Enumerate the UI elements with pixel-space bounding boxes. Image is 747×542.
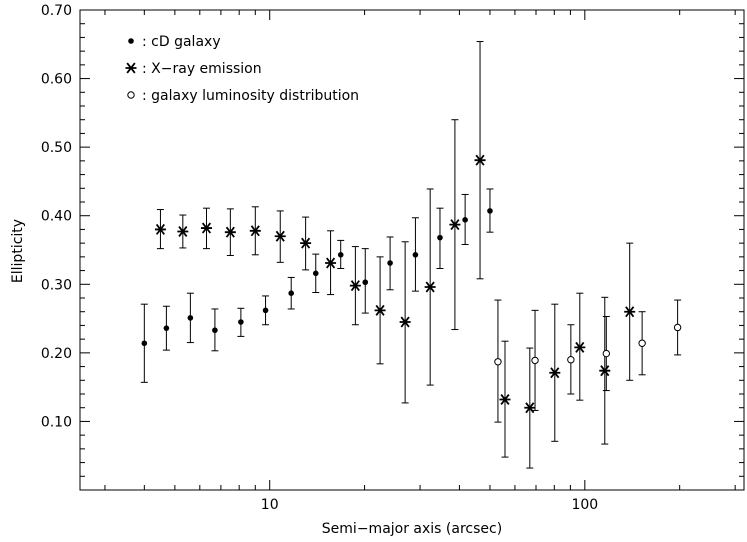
data-point-cd — [487, 208, 493, 214]
data-point-cd — [312, 270, 319, 277]
legend-item-xray: : X−ray emission — [125, 61, 262, 77]
data-point-gal — [531, 356, 539, 365]
y-axis-title: Ellipticity — [10, 219, 26, 283]
data-point-xray — [325, 257, 337, 269]
data-point-gal — [494, 358, 502, 366]
data-point-xray — [474, 154, 486, 166]
data-point-xray — [177, 225, 189, 237]
data-point-xray — [574, 341, 586, 353]
data-point-cd — [462, 217, 468, 223]
legend-item-cd: : cD galaxy — [128, 34, 221, 50]
data-point-xray — [200, 222, 212, 234]
data-point-xray — [399, 316, 411, 328]
data-point-cd — [437, 234, 443, 241]
data-point-cd — [262, 307, 269, 314]
legend-marker-xray — [125, 62, 137, 74]
data-point-cd — [387, 260, 393, 266]
series-xray — [154, 41, 636, 469]
y-tick-label: 0.70 — [41, 3, 72, 19]
data-point-gal — [567, 356, 575, 364]
data-point-xray — [249, 225, 261, 237]
series-cd — [140, 188, 494, 383]
data-point-cd — [163, 325, 170, 331]
data-point-cd — [288, 290, 295, 297]
y-tick-label: 0.40 — [41, 209, 72, 225]
legend-label-xray: : X−ray emission — [142, 61, 262, 77]
data-point-gal — [638, 339, 646, 347]
data-point-xray — [524, 402, 536, 414]
data-point-cd — [337, 252, 344, 258]
data-point-xray — [224, 226, 236, 238]
plot-border — [79, 9, 745, 491]
data-point-cd — [187, 315, 194, 321]
data-point-xray — [154, 223, 166, 235]
data-point-cd — [141, 340, 148, 347]
data-point-xray — [374, 304, 386, 316]
data-point-xray — [599, 365, 611, 377]
data-point-gal — [673, 323, 682, 332]
y-tick-label: 0.50 — [41, 140, 72, 156]
x-axis-ticks: 10 100 — [104, 10, 736, 513]
plot-frame — [79, 9, 745, 491]
y-tick-label: 0.60 — [41, 72, 72, 88]
legend-marker-cd — [128, 38, 134, 44]
data-point-xray — [499, 393, 511, 405]
data-point-xray — [424, 281, 436, 293]
data-point-cd — [362, 279, 369, 286]
series-gal — [494, 299, 682, 423]
y-axis-ticks: 0.10 0.20 0.30 0.40 0.50 0.60 0.70 — [41, 3, 744, 491]
y-tick-label: 0.30 — [41, 277, 72, 293]
x-axis-title: Semi−major axis (arcsec) — [322, 521, 502, 537]
y-tick-label: 0.10 — [41, 414, 72, 430]
data-point-xray — [300, 237, 312, 249]
data-point-xray — [449, 219, 461, 231]
legend: : cD galaxy : X−ray emission : galaxy lumi… — [125, 34, 359, 104]
legend-marker-gal — [127, 91, 135, 99]
data-series — [140, 41, 682, 469]
y-tick-label: 0.20 — [41, 346, 72, 362]
data-point-xray — [549, 367, 561, 379]
data-point-cd — [412, 252, 419, 258]
data-point-xray — [624, 306, 636, 318]
legend-label-cd: : cD galaxy — [142, 34, 221, 50]
data-point-cd — [212, 327, 218, 334]
data-point-xray — [274, 230, 286, 242]
data-point-gal — [602, 349, 611, 358]
x-tick-label: 10 — [261, 497, 279, 513]
x-tick-label: 100 — [571, 497, 598, 513]
legend-item-gal: : galaxy luminosity distribution — [127, 88, 359, 104]
legend-label-gal: : galaxy luminosity distribution — [142, 88, 359, 104]
data-point-xray — [349, 280, 361, 292]
data-point-cd — [238, 319, 244, 325]
